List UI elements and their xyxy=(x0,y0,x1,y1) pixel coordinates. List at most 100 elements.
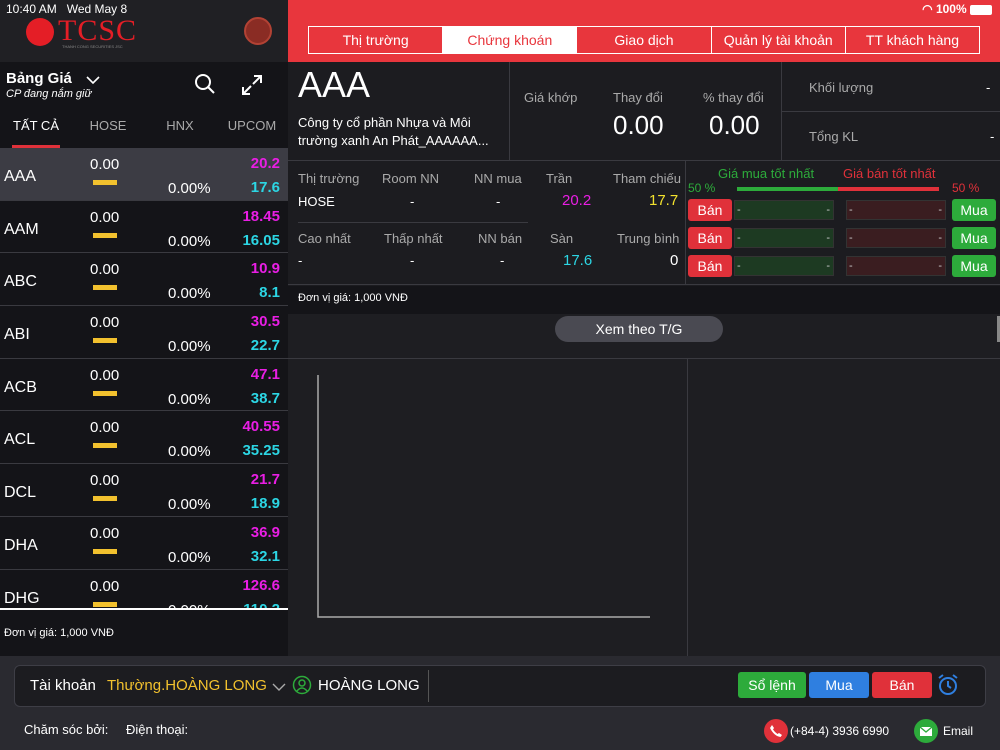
care-by-label: Chăm sóc bởi: xyxy=(24,722,109,737)
battery-icon xyxy=(970,4,992,15)
stock-pct-change: 0.00% xyxy=(168,285,211,303)
phone-label: Điện thoại: xyxy=(126,722,189,737)
status-time: 10:40 AM xyxy=(6,2,57,16)
foreign-room-value: - xyxy=(410,194,415,209)
stock-row[interactable]: ACL 0.00 0.00% 40.55 35.25 xyxy=(0,411,288,465)
stock-row[interactable]: AAA 0.00 0.00% 20.2 17.6 xyxy=(0,148,288,201)
reference-bar xyxy=(93,338,117,344)
stock-row[interactable]: ABI 0.00 0.00% 30.5 22.7 xyxy=(0,306,288,359)
tab-hnx[interactable]: HNX xyxy=(166,118,194,133)
company-name: Công ty cổ phần Nhựa và Môi trường xanh … xyxy=(298,115,489,148)
foreign-room-label: Room NN xyxy=(382,171,440,186)
matched-price-label: Giá khớp xyxy=(524,90,578,105)
stock-floor: 38.7 xyxy=(250,389,280,407)
tab-customer-info[interactable]: TT khách hàng xyxy=(865,32,959,48)
tab-account-management[interactable]: Quản lý tài khoản xyxy=(712,27,846,53)
list-divider xyxy=(0,608,288,610)
stock-pct-change: 0.00% xyxy=(168,338,211,356)
tab-hose[interactable]: HOSE xyxy=(89,118,127,133)
sell-percent: 50 % xyxy=(952,181,980,195)
search-icon[interactable] xyxy=(194,73,216,95)
phone-icon[interactable] xyxy=(764,719,788,743)
account-type-select[interactable]: Thường.HOÀNG LONG xyxy=(107,677,267,694)
low-label: Thấp nhất xyxy=(384,231,443,246)
stock-symbol: AAA xyxy=(298,64,371,105)
stock-symbol: AAM xyxy=(4,220,39,238)
stock-change: 0.00 xyxy=(90,208,120,226)
scroll-indicator[interactable] xyxy=(997,316,1000,342)
tab-all[interactable]: TẤT CẢ xyxy=(0,112,72,148)
tab-trading[interactable]: Giao dịch xyxy=(577,27,712,53)
tab-market[interactable]: Thị trường xyxy=(309,27,444,53)
unit-bar xyxy=(288,286,1000,314)
quick-sell-button[interactable]: Bán xyxy=(688,227,732,249)
stock-row[interactable]: DHA 0.00 0.00% 36.9 32.1 xyxy=(0,516,288,570)
stock-symbol: DHA xyxy=(4,536,38,554)
floor-value: 17.6 xyxy=(563,252,593,269)
reference-bar xyxy=(93,601,117,607)
stock-row[interactable]: DCL 0.00 0.00% 21.7 18.9 xyxy=(0,464,288,517)
expand-icon[interactable] xyxy=(240,73,264,97)
order-book-button[interactable]: Sổ lệnh xyxy=(738,672,806,698)
stock-change: 0.00 xyxy=(90,577,120,595)
alarm-clock-icon[interactable] xyxy=(936,673,960,697)
change-value: 0.00 xyxy=(613,110,664,140)
stock-row[interactable]: DHG 0.00 0.00% 126.6 110.2 xyxy=(0,569,288,611)
stock-row[interactable]: ABC 0.00 0.00% 10.9 8.1 xyxy=(0,253,288,307)
foreign-buy-value: - xyxy=(496,194,501,209)
quick-buy-button[interactable]: Mua xyxy=(952,255,996,277)
foreign-sell-label: NN bán xyxy=(478,231,523,246)
pct-change-value: 0.00 xyxy=(709,110,760,140)
detail-unit-note: Đơn vị giá: 1,000 VNĐ xyxy=(298,292,408,304)
change-label: Thay đổi xyxy=(613,90,663,105)
stock-row[interactable]: ACB 0.00 0.00% 47.1 38.7 xyxy=(0,358,288,412)
buy-button[interactable]: Mua xyxy=(809,672,869,698)
chevron-down-icon[interactable] xyxy=(85,72,101,88)
stock-ceiling: 126.6 xyxy=(242,576,280,594)
stock-floor: 22.7 xyxy=(250,337,280,355)
stock-floor: 35.25 xyxy=(242,442,280,460)
orderbook-row: Bán - - - - Mua xyxy=(688,227,996,249)
quick-sell-button[interactable]: Bán xyxy=(688,199,732,221)
board-title[interactable]: Bảng Giá xyxy=(6,70,72,87)
market-value: HOSE xyxy=(298,194,335,209)
tab-securities[interactable]: Chứng khoán xyxy=(443,27,578,53)
tab-upcom[interactable]: UPCOM xyxy=(227,118,277,133)
quick-buy-button[interactable]: Mua xyxy=(952,227,996,249)
stock-change: 0.00 xyxy=(90,156,120,173)
quick-sell-button[interactable]: Bán xyxy=(688,255,732,277)
stock-symbol: DHG xyxy=(4,589,40,607)
volume-value: - xyxy=(986,80,991,95)
view-by-time-button[interactable]: Xem theo T/G xyxy=(555,316,723,342)
stock-change: 0.00 xyxy=(90,524,120,542)
email-label[interactable]: Email xyxy=(943,724,974,738)
stock-floor: 16.05 xyxy=(242,231,280,249)
quick-buy-button[interactable]: Mua xyxy=(952,199,996,221)
price-unit-note: Đơn vị giá: 1,000 VNĐ xyxy=(4,627,114,639)
total-volume-label: Tổng KL xyxy=(809,129,859,144)
volume-label: Khối lượng xyxy=(809,80,874,95)
board-subtitle: CP đang nắm giữ xyxy=(6,88,92,100)
chevron-down-icon[interactable] xyxy=(272,680,286,694)
bid-cell: -- xyxy=(734,256,834,276)
hotline-number[interactable]: (+84-4) 3936 6990 xyxy=(790,724,890,738)
sell-button[interactable]: Bán xyxy=(872,672,932,698)
avatar-icon[interactable] xyxy=(244,17,272,45)
stock-symbol: ACB xyxy=(4,378,37,396)
stock-row[interactable]: AAM 0.00 0.00% 18.45 16.05 xyxy=(0,200,288,254)
stock-symbol: ACL xyxy=(4,431,36,449)
buy-percent: 50 % xyxy=(688,181,716,195)
high-value: - xyxy=(298,253,303,268)
stock-pct-change: 0.00% xyxy=(168,390,211,408)
stock-floor: 32.1 xyxy=(250,547,280,565)
bid-cell: -- xyxy=(734,228,834,248)
stock-pct-change: 0.00% xyxy=(168,601,211,611)
stock-pct-change: 0.00% xyxy=(168,232,211,250)
reference-bar xyxy=(93,443,117,449)
stock-floor: 18.9 xyxy=(250,495,280,513)
low-value: - xyxy=(410,253,415,268)
best-sell-title: Giá bán tốt nhất xyxy=(843,166,936,181)
account-label: Tài khoản xyxy=(30,677,96,694)
stock-floor: 8.1 xyxy=(259,284,280,302)
email-icon[interactable] xyxy=(914,719,938,743)
